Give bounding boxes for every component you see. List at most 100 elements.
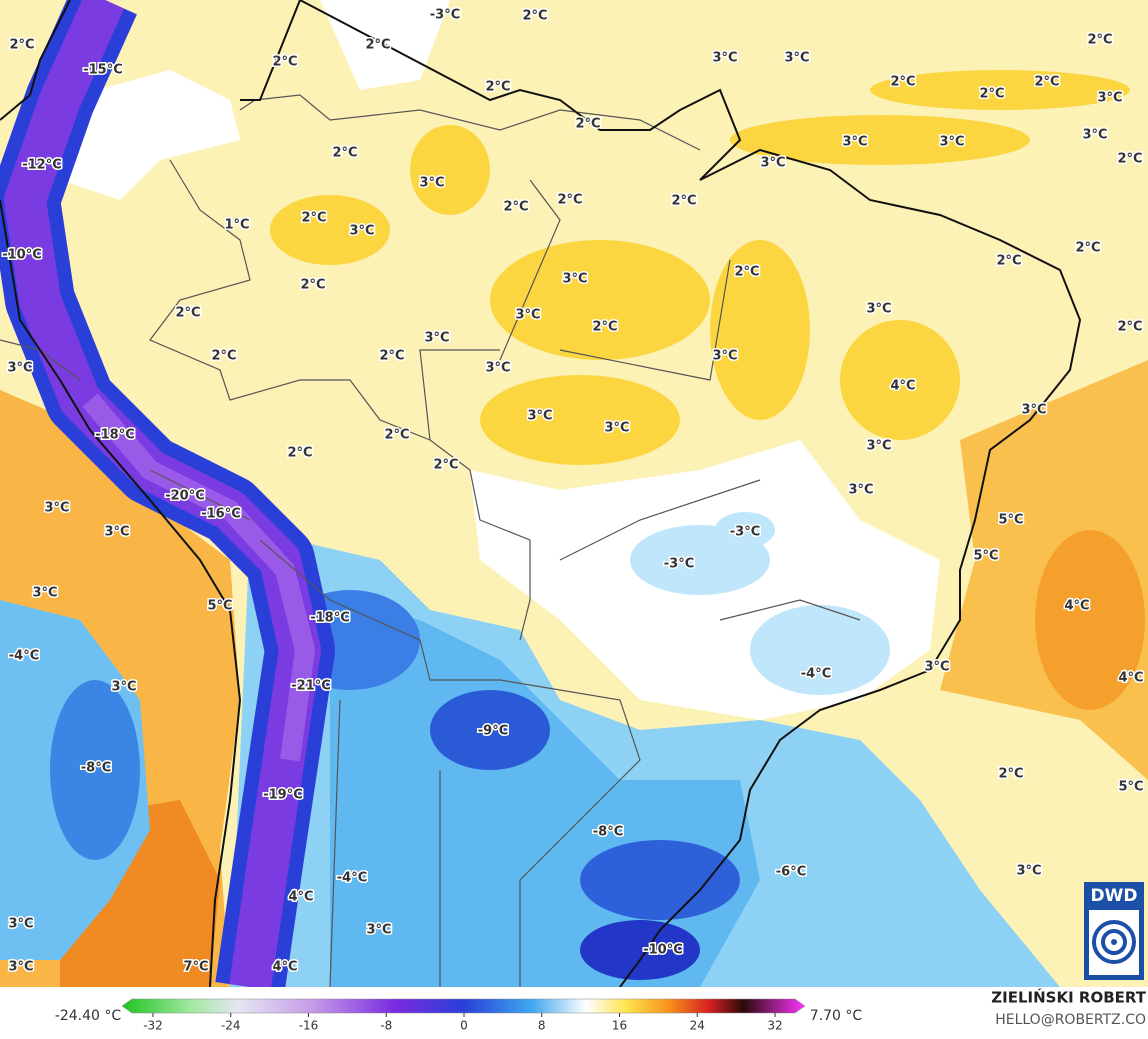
temperature-label: 3°C xyxy=(8,960,33,975)
temperature-label: 2°C xyxy=(384,428,409,443)
temperature-label: 2°C xyxy=(433,458,458,473)
temperature-label: 2°C xyxy=(365,38,390,53)
temperature-label: 3°C xyxy=(366,923,391,938)
colorbar-tick-label: 16 xyxy=(612,1019,627,1033)
colorbar-tick-label: -32 xyxy=(143,1019,163,1033)
colorbar-tick-label: 0 xyxy=(460,1019,468,1033)
temperature-label: 3°C xyxy=(527,409,552,424)
temperature-label: 2°C xyxy=(890,75,915,90)
temperature-label: 2°C xyxy=(1075,241,1100,256)
temperature-label: 7°C xyxy=(183,960,208,975)
colorbar-tick-label: -8 xyxy=(380,1019,392,1033)
temperature-label: 3°C xyxy=(8,917,33,932)
temperature-label: 5°C xyxy=(973,549,998,564)
temperature-label: -3°C xyxy=(730,525,760,540)
temperature-label: 2°C xyxy=(998,767,1023,782)
temperature-label: -3°C xyxy=(664,557,694,572)
temperature-label: 3°C xyxy=(32,586,57,601)
temperature-label: 4°C xyxy=(1118,671,1143,686)
temperature-label: 3°C xyxy=(424,331,449,346)
temperature-label: 2°C xyxy=(300,278,325,293)
colorbar-ticks: -32 -24 -16 -8 0 8 16 24 32 xyxy=(143,1013,783,1033)
temperature-label: 3°C xyxy=(111,680,136,695)
temperature-label: 3°C xyxy=(419,176,444,191)
temperature-label: 4°C xyxy=(890,379,915,394)
temperature-label: 2°C xyxy=(485,80,510,95)
temperature-label: 2°C xyxy=(379,349,404,364)
temperature-label: -21°C xyxy=(291,679,331,694)
temperature-label: 4°C xyxy=(288,890,313,905)
temperature-label: 2°C xyxy=(671,194,696,209)
temperature-label: -15°C xyxy=(83,63,123,78)
temperature-label: 3°C xyxy=(924,660,949,675)
temperature-label: -10°C xyxy=(643,943,683,958)
temperature-label: 2°C xyxy=(1117,320,1142,335)
colorbar-tick-label: -24 xyxy=(221,1019,241,1033)
temperature-label: 2°C xyxy=(175,306,200,321)
temperature-label: -10°C xyxy=(2,248,42,263)
temperature-label: 1°C xyxy=(224,218,249,233)
temperature-label: 2°C xyxy=(1034,75,1059,90)
temperature-label: 3°C xyxy=(44,501,69,516)
temperature-label: -20°C xyxy=(165,489,205,504)
temperature-label: 3°C xyxy=(7,361,32,376)
temperature-label: 2°C xyxy=(272,55,297,70)
temperature-label: 3°C xyxy=(485,361,510,376)
colorbar-min: -24.40 °C xyxy=(55,1008,122,1024)
temperature-label: -19°C xyxy=(263,788,303,803)
temperature-label: 3°C xyxy=(515,308,540,323)
colorbar-tick-label: 32 xyxy=(767,1019,782,1033)
temperature-label: -4°C xyxy=(9,649,39,664)
temperature-label: -3°C xyxy=(430,8,460,23)
temperature-label: 2°C xyxy=(979,87,1004,102)
temperature-label: 3°C xyxy=(784,51,809,66)
temperature-label: 3°C xyxy=(1082,128,1107,143)
colorbar-tick-label: 24 xyxy=(690,1019,705,1033)
temperature-label: 3°C xyxy=(1016,864,1041,879)
temperature-label: 4°C xyxy=(1064,599,1089,614)
temperature-label: 3°C xyxy=(104,525,129,540)
temperature-label: 2°C xyxy=(9,38,34,53)
temperature-label: 2°C xyxy=(734,265,759,280)
temperature-label: -4°C xyxy=(801,667,831,682)
temperature-label: 5°C xyxy=(1118,780,1143,795)
temperature-label: 3°C xyxy=(866,302,891,317)
temperature-label: 3°C xyxy=(848,483,873,498)
temperature-label: 2°C xyxy=(1117,152,1142,167)
dwd-logo: DWD xyxy=(1084,882,1144,980)
temperature-label: 3°C xyxy=(939,135,964,150)
temperature-label: 3°C xyxy=(760,156,785,171)
temperature-label: -16°C xyxy=(201,507,241,522)
temperature-label: -8°C xyxy=(593,825,623,840)
temperature-label: 3°C xyxy=(604,421,629,436)
temperature-label: 3°C xyxy=(866,439,891,454)
colorbar-tick-label: -16 xyxy=(299,1019,319,1033)
temperature-label: 5°C xyxy=(207,599,232,614)
colorbar-tick-label: 8 xyxy=(538,1019,546,1033)
map-background xyxy=(0,0,1148,993)
temperature-label: 2°C xyxy=(1087,33,1112,48)
temperature-label: 2°C xyxy=(557,193,582,208)
temperature-label: 3°C xyxy=(842,135,867,150)
temperature-label: -18°C xyxy=(95,428,135,443)
temperature-label: 2°C xyxy=(592,320,617,335)
temperature-label: 3°C xyxy=(1097,91,1122,106)
temperature-label: -4°C xyxy=(337,871,367,886)
temperature-label: 2°C xyxy=(332,146,357,161)
author: ZIELIŃSKI ROBERT xyxy=(991,988,1146,1007)
temperature-label: -12°C xyxy=(22,158,62,173)
temperature-label: 2°C xyxy=(287,446,312,461)
temperature-label: 2°C xyxy=(211,349,236,364)
colorbar xyxy=(121,998,806,1014)
temperature-label: 2°C xyxy=(503,200,528,215)
email: HELLO@ROBERTZ.CO xyxy=(995,1012,1146,1028)
temperature-label: 2°C xyxy=(575,117,600,132)
temperature-label: 2°C xyxy=(301,211,326,226)
temperature-label: -6°C xyxy=(776,865,806,880)
temperature-label: -9°C xyxy=(478,724,508,739)
temperature-label: -18°C xyxy=(310,611,350,626)
logo-text: DWD xyxy=(1091,886,1138,906)
colorbar-max: 7.70 °C xyxy=(810,1008,863,1024)
temperature-label: -8°C xyxy=(81,761,111,776)
